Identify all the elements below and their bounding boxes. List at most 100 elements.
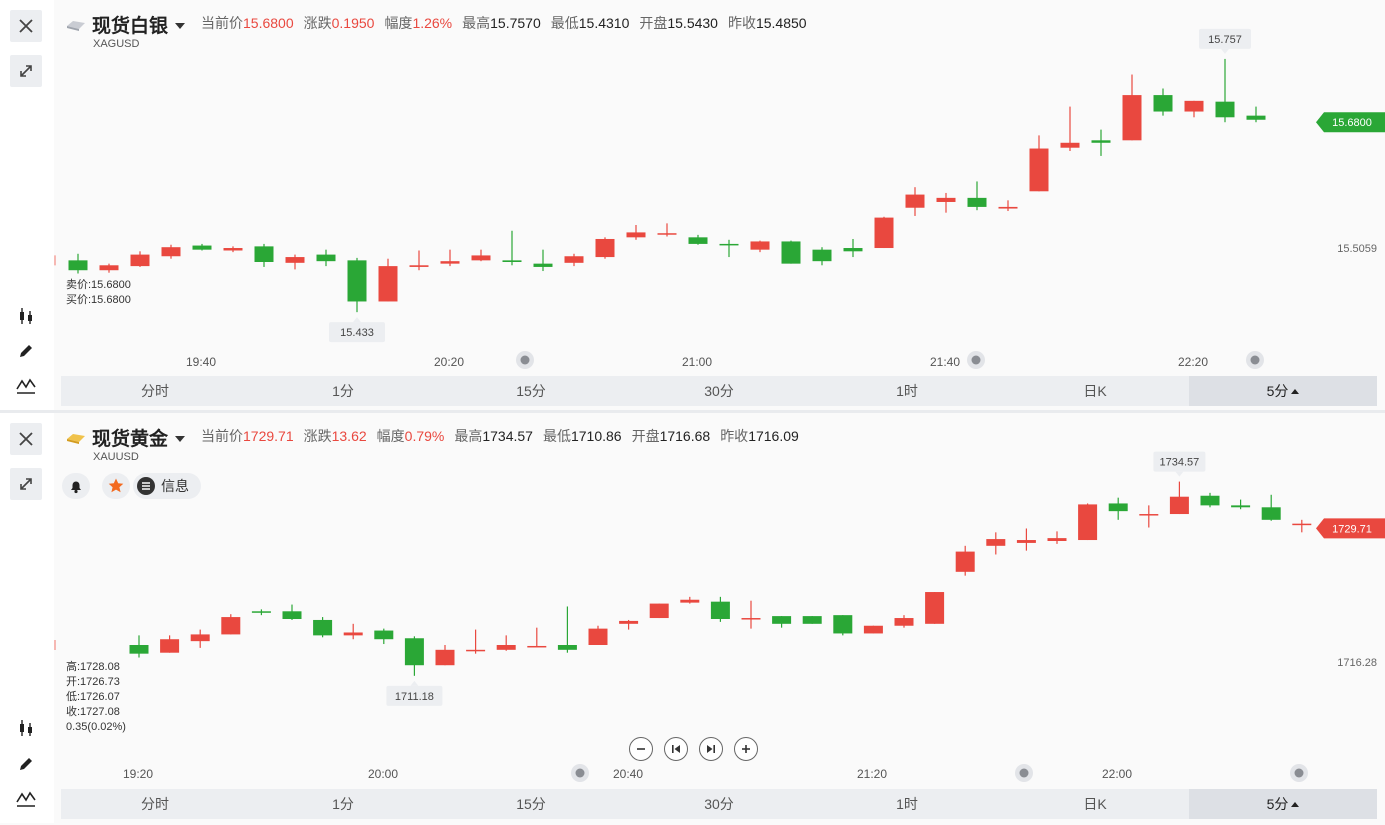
tab-4[interactable]: 1时 bbox=[813, 376, 1001, 406]
silver-expand-button[interactable] bbox=[10, 55, 42, 87]
candle[interactable] bbox=[160, 635, 180, 653]
candle[interactable] bbox=[626, 225, 646, 240]
candle[interactable] bbox=[347, 257, 367, 313]
candle[interactable] bbox=[130, 251, 150, 267]
candle[interactable] bbox=[254, 243, 274, 267]
event-marker-icon[interactable] bbox=[571, 764, 589, 782]
candle[interactable] bbox=[772, 616, 792, 628]
tab-0[interactable]: 分时 bbox=[61, 789, 249, 819]
candle[interactable] bbox=[1091, 129, 1111, 156]
silver-draw-tool[interactable] bbox=[12, 337, 40, 365]
candle[interactable] bbox=[527, 627, 547, 648]
silver-title[interactable]: 现货白银 bbox=[92, 16, 169, 37]
candle[interactable] bbox=[750, 240, 770, 253]
candle[interactable] bbox=[161, 244, 181, 259]
candle[interactable] bbox=[719, 239, 739, 258]
candle[interactable] bbox=[1246, 106, 1266, 123]
candle[interactable] bbox=[192, 243, 212, 251]
step-back-button[interactable] bbox=[664, 737, 688, 761]
candle[interactable] bbox=[905, 187, 925, 216]
candle[interactable] bbox=[1231, 499, 1251, 510]
candle[interactable] bbox=[680, 596, 700, 604]
silver-dropdown-caret[interactable] bbox=[175, 23, 185, 29]
candle[interactable] bbox=[710, 596, 730, 622]
candle[interactable] bbox=[68, 253, 88, 274]
tab-2[interactable]: 15分 bbox=[437, 376, 625, 406]
candle[interactable] bbox=[833, 615, 853, 636]
candle[interactable] bbox=[557, 606, 577, 653]
candle[interactable] bbox=[688, 234, 708, 245]
zoom-out-button[interactable] bbox=[629, 737, 653, 761]
event-marker-icon[interactable] bbox=[1015, 764, 1033, 782]
candle[interactable] bbox=[374, 628, 394, 645]
silver-close-button[interactable] bbox=[10, 10, 42, 42]
tab-5[interactable]: 日K bbox=[1001, 376, 1189, 406]
gold-dropdown-caret[interactable] bbox=[175, 436, 185, 442]
tab-3[interactable]: 30分 bbox=[625, 789, 813, 819]
candle[interactable] bbox=[1029, 135, 1049, 192]
tab-6[interactable]: 5分 bbox=[1189, 789, 1377, 819]
candle[interactable] bbox=[1078, 503, 1098, 541]
candle[interactable] bbox=[1108, 497, 1128, 520]
zoom-in-button[interactable] bbox=[734, 737, 758, 761]
tab-2[interactable]: 15分 bbox=[437, 789, 625, 819]
candle[interactable] bbox=[190, 629, 210, 648]
candle[interactable] bbox=[657, 223, 677, 237]
gold-draw-tool[interactable] bbox=[12, 750, 40, 778]
candle[interactable] bbox=[129, 635, 149, 658]
candle[interactable] bbox=[99, 263, 119, 273]
event-marker-icon[interactable] bbox=[1246, 351, 1264, 369]
candle[interactable] bbox=[251, 609, 271, 616]
candle[interactable] bbox=[967, 181, 987, 211]
alert-button[interactable] bbox=[62, 473, 90, 499]
info-button[interactable]: 信息 bbox=[133, 473, 201, 499]
tab-0[interactable]: 分时 bbox=[61, 376, 249, 406]
candle[interactable] bbox=[588, 625, 608, 645]
candle[interactable] bbox=[471, 249, 491, 262]
candle[interactable] bbox=[894, 615, 914, 628]
candle[interactable] bbox=[404, 636, 424, 676]
candle[interactable] bbox=[440, 249, 460, 267]
candle[interactable] bbox=[619, 619, 639, 630]
silver-candlestick-tool[interactable] bbox=[12, 302, 40, 330]
candle[interactable] bbox=[1122, 74, 1142, 141]
candle[interactable] bbox=[1184, 100, 1204, 118]
silver-candlestick-chart[interactable]: 15.757 15.433 15.6800 15.5059 19:40 20:20 21:0… bbox=[0, 0, 1385, 412]
candle[interactable] bbox=[316, 249, 336, 267]
candle[interactable] bbox=[802, 616, 822, 624]
gold-candlestick-chart[interactable]: 1734.57 1711.18 1729.71 1716.28 19:20 20:00 20… bbox=[0, 413, 1385, 823]
candle[interactable] bbox=[409, 250, 429, 271]
gold-indicator-tool[interactable] bbox=[12, 784, 40, 812]
tab-1[interactable]: 1分 bbox=[249, 789, 437, 819]
tab-1[interactable]: 1分 bbox=[249, 376, 437, 406]
candle[interactable] bbox=[1215, 58, 1235, 123]
candle[interactable] bbox=[1060, 106, 1080, 151]
gold-close-button[interactable] bbox=[10, 423, 42, 455]
candle[interactable] bbox=[986, 532, 1006, 555]
candle[interactable] bbox=[378, 258, 398, 302]
candle[interactable] bbox=[936, 192, 956, 213]
step-forward-button[interactable] bbox=[699, 737, 723, 761]
event-marker-icon[interactable] bbox=[967, 351, 985, 369]
candle[interactable] bbox=[863, 625, 883, 634]
tab-6[interactable]: 5分 bbox=[1189, 376, 1377, 406]
candle[interactable] bbox=[343, 623, 363, 640]
candle[interactable] bbox=[502, 230, 522, 266]
candle[interactable] bbox=[1047, 531, 1067, 544]
candle[interactable] bbox=[533, 249, 553, 272]
tab-3[interactable]: 30分 bbox=[625, 376, 813, 406]
candle[interactable] bbox=[649, 603, 669, 619]
candle[interactable] bbox=[1169, 481, 1189, 515]
gold-title[interactable]: 现货黄金 bbox=[92, 429, 169, 450]
candle[interactable] bbox=[1200, 492, 1220, 508]
candle[interactable] bbox=[282, 604, 302, 620]
candle[interactable] bbox=[1139, 505, 1159, 528]
candle[interactable] bbox=[466, 629, 486, 654]
gold-candlestick-tool[interactable] bbox=[12, 714, 40, 742]
candle[interactable] bbox=[285, 254, 305, 270]
candle[interactable] bbox=[223, 246, 243, 253]
candle[interactable] bbox=[1153, 88, 1173, 116]
candle[interactable] bbox=[221, 614, 241, 635]
candle[interactable] bbox=[874, 216, 894, 249]
gold-expand-button[interactable] bbox=[10, 468, 42, 500]
